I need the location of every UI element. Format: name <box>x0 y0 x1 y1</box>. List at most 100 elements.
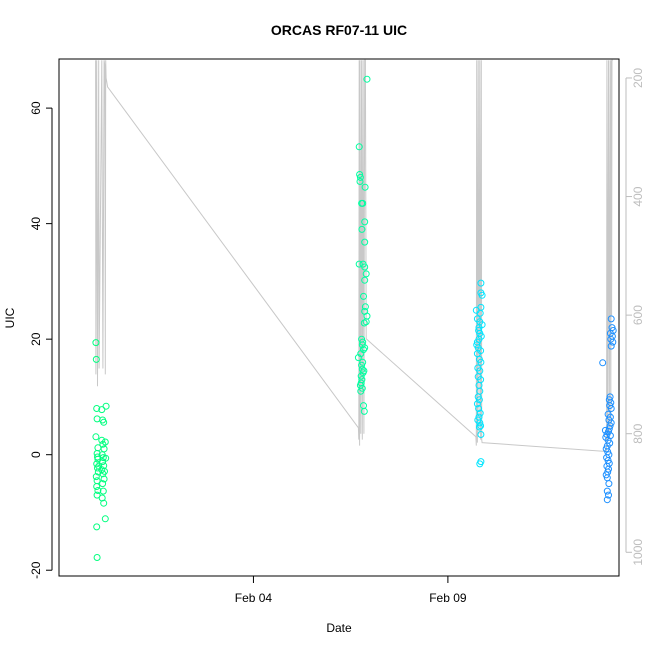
x-tick-label: Feb 04 <box>235 591 273 605</box>
data-point <box>362 270 370 278</box>
data-point <box>605 491 612 499</box>
data-point <box>361 303 369 311</box>
data-point <box>92 355 100 363</box>
data-point <box>475 396 483 404</box>
data-point <box>98 436 106 444</box>
data-point <box>475 423 483 431</box>
data-point <box>357 387 365 395</box>
data-point <box>100 499 108 507</box>
data-point <box>93 523 101 531</box>
data-point <box>605 465 612 473</box>
data-point <box>477 422 485 430</box>
data-point <box>92 433 100 441</box>
data-point <box>363 75 371 83</box>
data-point <box>356 171 364 178</box>
data-point <box>477 332 485 340</box>
data-point <box>355 143 363 151</box>
data-point <box>477 431 485 438</box>
data-point <box>102 402 110 410</box>
reference-line <box>95 59 613 453</box>
data-point <box>360 367 368 375</box>
data-point <box>476 460 484 468</box>
data-point <box>361 276 369 284</box>
data-point <box>477 279 485 287</box>
data-point <box>355 260 363 268</box>
data-point <box>94 464 101 472</box>
data-point <box>356 178 364 185</box>
data-point <box>93 554 101 561</box>
y2-tick-label: 400 <box>631 186 645 206</box>
data-point <box>475 324 483 332</box>
data-point <box>92 339 100 347</box>
data-point <box>360 319 368 327</box>
data-point <box>603 487 611 495</box>
data-point <box>361 183 369 191</box>
y2-tick-label: 600 <box>631 305 645 325</box>
data-point <box>92 473 100 481</box>
data-point <box>601 426 609 434</box>
plot-frame <box>58 58 620 577</box>
data-point <box>356 173 364 181</box>
data-point <box>93 405 101 412</box>
data-point <box>478 291 486 299</box>
data-point <box>477 358 485 366</box>
reference-line-layer <box>95 59 613 453</box>
data-point <box>100 418 108 426</box>
data-point <box>607 315 615 323</box>
data-point <box>360 292 367 300</box>
data-point <box>93 491 101 499</box>
y-tick-label: 60 <box>29 101 43 115</box>
chart-title: ORCAS RF07-11 UIC <box>271 22 407 38</box>
y2-tick-label: 800 <box>631 423 645 443</box>
y2-tick-label: 1000 <box>631 539 645 566</box>
data-point <box>473 400 481 408</box>
y-tick-label: 20 <box>29 332 43 346</box>
data-point <box>605 425 613 433</box>
data-point <box>98 406 106 414</box>
data-point <box>360 407 368 415</box>
data-point <box>93 415 101 423</box>
x-tick-label: Feb 09 <box>429 591 467 605</box>
scatter-points-layer <box>92 75 617 561</box>
data-point <box>607 405 615 412</box>
data-point <box>361 344 369 352</box>
y-tick-label: 0 <box>29 451 43 458</box>
data-point <box>101 438 109 446</box>
data-point <box>99 480 107 488</box>
data-point <box>607 342 615 350</box>
data-point <box>359 358 367 366</box>
data-point <box>606 432 614 440</box>
data-point <box>605 480 613 488</box>
data-point <box>476 419 484 427</box>
data-point <box>361 238 369 246</box>
y2-tick-label: 200 <box>631 68 645 88</box>
data-point <box>609 338 617 346</box>
data-point <box>362 318 370 326</box>
data-point <box>475 405 483 412</box>
data-point <box>93 460 101 468</box>
data-point <box>599 359 607 367</box>
data-point <box>93 483 101 490</box>
data-point <box>99 487 107 495</box>
data-point <box>99 440 107 448</box>
data-point <box>359 199 367 207</box>
y-tick-label: 40 <box>29 217 43 231</box>
data-point <box>476 309 484 317</box>
y-axis-label: UIC <box>3 307 17 328</box>
data-point <box>361 263 369 271</box>
y-tick-label: -20 <box>29 561 43 579</box>
data-point <box>101 515 109 523</box>
data-point <box>94 487 102 494</box>
data-point <box>361 218 369 226</box>
data-point <box>358 225 366 233</box>
data-point <box>603 496 611 504</box>
data-point <box>476 409 484 417</box>
data-point <box>100 475 108 483</box>
data-point <box>101 467 108 475</box>
x-axis-label: Date <box>326 621 352 635</box>
data-point <box>102 454 110 462</box>
data-point <box>358 365 366 373</box>
data-point <box>354 354 362 362</box>
axes-layer: -20 0 20 40 60 Feb 04 Feb 09 200 400 600 800 1000 <box>29 68 645 605</box>
